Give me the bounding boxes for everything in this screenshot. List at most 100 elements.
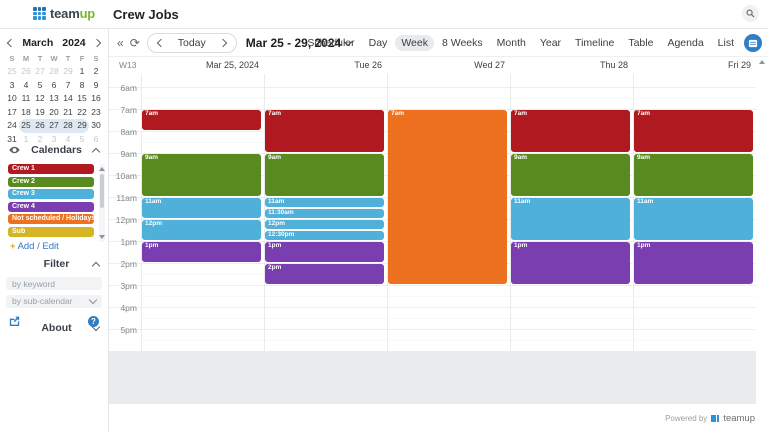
- eye-icon[interactable]: [9, 146, 20, 154]
- mini-cal-day[interactable]: 6: [93, 133, 99, 144]
- mini-cal-day[interactable]: 31: [7, 133, 17, 144]
- search-button[interactable]: [742, 5, 759, 22]
- mini-cal-day[interactable]: 12: [35, 93, 45, 103]
- share-export-icon[interactable]: [9, 316, 20, 326]
- scrollbar-thumb[interactable]: [100, 174, 104, 208]
- filter-keyword-input[interactable]: [6, 277, 102, 290]
- event-crew-2[interactable]: 9am: [265, 153, 384, 196]
- event-crew-1[interactable]: 7am: [265, 109, 384, 152]
- mini-cal-day[interactable]: 25: [7, 66, 17, 76]
- mini-cal-day[interactable]: 2: [37, 133, 43, 144]
- event-crew-4[interactable]: 1pm: [142, 241, 261, 262]
- scroll-up-icon[interactable]: [759, 60, 765, 64]
- event-crew-2[interactable]: 9am: [142, 153, 261, 196]
- calendar-pill-crew-4[interactable]: Crew 4: [8, 201, 94, 212]
- mini-cal-day[interactable]: 27: [35, 66, 45, 76]
- mini-cal-day[interactable]: 11: [21, 93, 31, 103]
- mini-cal-day[interactable]: 1: [79, 66, 85, 76]
- calendars-collapse-icon[interactable]: [91, 147, 101, 156]
- scroll-down-icon[interactable]: [99, 235, 105, 239]
- mini-cal-day[interactable]: 30: [91, 120, 101, 130]
- event-crew-4[interactable]: 1pm: [511, 241, 630, 284]
- mini-cal-day[interactable]: 4: [23, 79, 29, 90]
- event-crew-3[interactable]: 11am: [265, 197, 384, 207]
- mini-cal-day[interactable]: 8: [79, 79, 85, 90]
- mini-cal-day[interactable]: 5: [79, 133, 85, 144]
- calendar-pill-crew-3[interactable]: Crew 3: [8, 189, 94, 199]
- event-crew-4[interactable]: 1pm: [265, 241, 384, 262]
- mini-cal-day[interactable]: 2: [93, 66, 99, 76]
- mini-cal-day[interactable]: 28: [61, 119, 75, 133]
- mini-cal-day[interactable]: 7: [65, 79, 71, 90]
- view-tab-timeline[interactable]: Timeline: [575, 36, 615, 49]
- collapse-sidebar-icon[interactable]: «: [117, 35, 124, 50]
- mini-cal-day[interactable]: 26: [21, 66, 31, 76]
- event-crew-2[interactable]: 9am: [634, 153, 753, 196]
- mini-cal-day[interactable]: 25: [19, 119, 33, 133]
- mini-cal-day[interactable]: 10: [7, 93, 17, 103]
- calendar-pill-sub[interactable]: Sub: [8, 226, 94, 237]
- mini-cal-day[interactable]: 3: [51, 133, 57, 144]
- event-crew-2[interactable]: 9am: [511, 153, 630, 196]
- filter-collapse-icon[interactable]: [91, 261, 101, 270]
- event-crew-3[interactable]: 11am: [142, 197, 261, 218]
- event-crew-1[interactable]: 7am: [511, 109, 630, 152]
- mini-cal-day[interactable]: 1: [23, 133, 29, 144]
- prev-week-button[interactable]: [151, 34, 171, 52]
- event-crew-3[interactable]: 12:30pm: [265, 230, 384, 240]
- event-crew-4[interactable]: 1pm: [634, 241, 753, 284]
- calendar-pill-not-scheduled-holidays[interactable]: Not scheduled / Holidays: [8, 214, 94, 224]
- mini-cal-day[interactable]: 14: [63, 93, 73, 103]
- date-range-selector[interactable]: Mar 25 - 29, 2024: [246, 36, 353, 50]
- calendar-list-scrollbar[interactable]: [99, 164, 105, 242]
- add-edit-calendars-link[interactable]: + Add / Edit: [10, 241, 59, 252]
- mini-cal-day[interactable]: 3: [9, 79, 15, 90]
- mini-cal-day[interactable]: 26: [33, 119, 47, 133]
- today-button[interactable]: Today: [177, 36, 206, 49]
- event-crew-3[interactable]: 12pm: [142, 219, 261, 240]
- next-week-button[interactable]: [213, 34, 233, 52]
- view-tab-scheduler[interactable]: Scheduler: [307, 36, 355, 49]
- mini-cal-day[interactable]: 24: [7, 120, 17, 130]
- footer-brand-link[interactable]: teamup: [723, 413, 755, 424]
- refresh-icon[interactable]: ⟳: [129, 35, 140, 50]
- filter-subcalendar-select[interactable]: by sub-calendar: [6, 294, 102, 308]
- mini-cal-day[interactable]: 18: [21, 106, 31, 117]
- view-tab-agenda[interactable]: Agenda: [667, 36, 704, 49]
- event-crew-4[interactable]: 2pm: [265, 263, 384, 284]
- view-tab-week[interactable]: Week: [395, 34, 434, 51]
- event-crew-1[interactable]: 7am: [634, 109, 753, 152]
- mini-cal-day[interactable]: 17: [7, 106, 17, 117]
- event-crew-3[interactable]: 11am: [634, 197, 753, 240]
- scroll-up-icon[interactable]: [99, 167, 105, 171]
- view-tab-month[interactable]: Month: [496, 36, 526, 49]
- event-crew-3[interactable]: 11am: [511, 197, 630, 240]
- event-crew-1[interactable]: 7am: [142, 109, 261, 130]
- mini-cal-day[interactable]: 16: [91, 93, 101, 103]
- mini-cal-day[interactable]: 23: [91, 106, 101, 117]
- view-tab-8-weeks[interactable]: 8 Weeks: [441, 36, 483, 49]
- event-crew-3[interactable]: 12pm: [265, 219, 384, 229]
- teamup-logo[interactable]: teamup: [33, 6, 95, 21]
- mini-cal-day[interactable]: 29: [75, 119, 89, 133]
- mini-cal-day[interactable]: 28: [49, 66, 59, 76]
- view-tab-table[interactable]: Table: [628, 36, 654, 49]
- about-expand-icon[interactable]: [91, 322, 101, 332]
- event-not-scheduled-holidays[interactable]: 7am: [388, 109, 507, 284]
- mini-cal-day[interactable]: 9: [93, 79, 99, 90]
- grid-body[interactable]: 6am 7am 8am 9am 10am 11am 12pm 1pm 2pm 3pm 4pm 5pm 7…: [109, 74, 756, 404]
- mini-cal-day[interactable]: 15: [77, 93, 87, 103]
- mini-cal-day[interactable]: 13: [49, 93, 59, 103]
- view-tab-list[interactable]: List: [717, 36, 734, 49]
- view-tab-year[interactable]: Year: [539, 36, 562, 49]
- vertical-scrollbar[interactable]: [756, 57, 768, 416]
- event-crew-3[interactable]: 11:30am: [265, 208, 384, 218]
- mini-cal-day[interactable]: 4: [65, 133, 71, 144]
- mini-cal-day[interactable]: 21: [63, 106, 73, 117]
- view-tab-day[interactable]: Day: [368, 36, 388, 49]
- help-icon[interactable]: ?: [88, 315, 99, 327]
- mini-cal-next-icon[interactable]: [92, 38, 102, 47]
- mini-cal-prev-icon[interactable]: [6, 38, 16, 47]
- calendar-pill-crew-1[interactable]: Crew 1: [8, 164, 94, 174]
- mini-cal-day[interactable]: 5: [37, 79, 43, 90]
